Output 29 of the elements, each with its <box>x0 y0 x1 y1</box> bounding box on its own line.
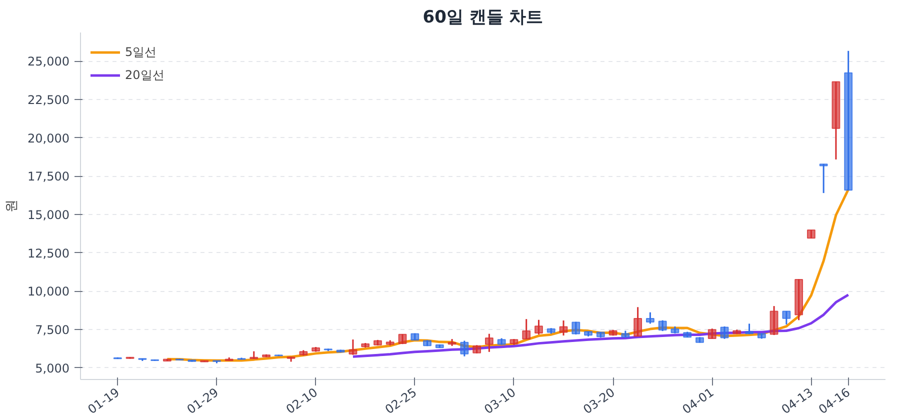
candlestick <box>572 321 580 336</box>
candlestick <box>782 310 791 326</box>
candlestick <box>720 326 729 340</box>
candlestick <box>634 306 642 338</box>
candlestick <box>348 338 358 356</box>
candlestick <box>708 328 716 340</box>
legend-label: 5일선 <box>125 44 157 60</box>
y-tick-label: 5,000 <box>35 361 70 376</box>
y-tick-label: 7,500 <box>35 323 70 338</box>
candlestick <box>819 163 828 194</box>
candlestick <box>559 320 568 336</box>
y-tick-label: 17,500 <box>28 170 70 184</box>
y-tick-label: 10,000 <box>28 284 70 299</box>
legend-label: 20일선 <box>125 66 164 84</box>
y-axis-title: 원 <box>4 200 20 212</box>
line-series <box>352 294 850 358</box>
y-tick-label: 15,000 <box>28 208 70 222</box>
y-tick-label: 20,000 <box>28 131 70 146</box>
y-tick-label: 22,500 <box>28 93 70 108</box>
candlestick <box>534 319 543 336</box>
candlestick <box>484 333 494 353</box>
candlestick <box>460 340 469 358</box>
candlestick <box>646 312 654 324</box>
candlestick <box>770 305 778 336</box>
y-tick-label: 25,000 <box>28 54 70 69</box>
line-series <box>166 188 850 362</box>
chart-title: 60일 캔들 차트 <box>422 8 544 28</box>
candlestick <box>522 318 531 340</box>
y-tick-label: 12,500 <box>28 246 70 260</box>
